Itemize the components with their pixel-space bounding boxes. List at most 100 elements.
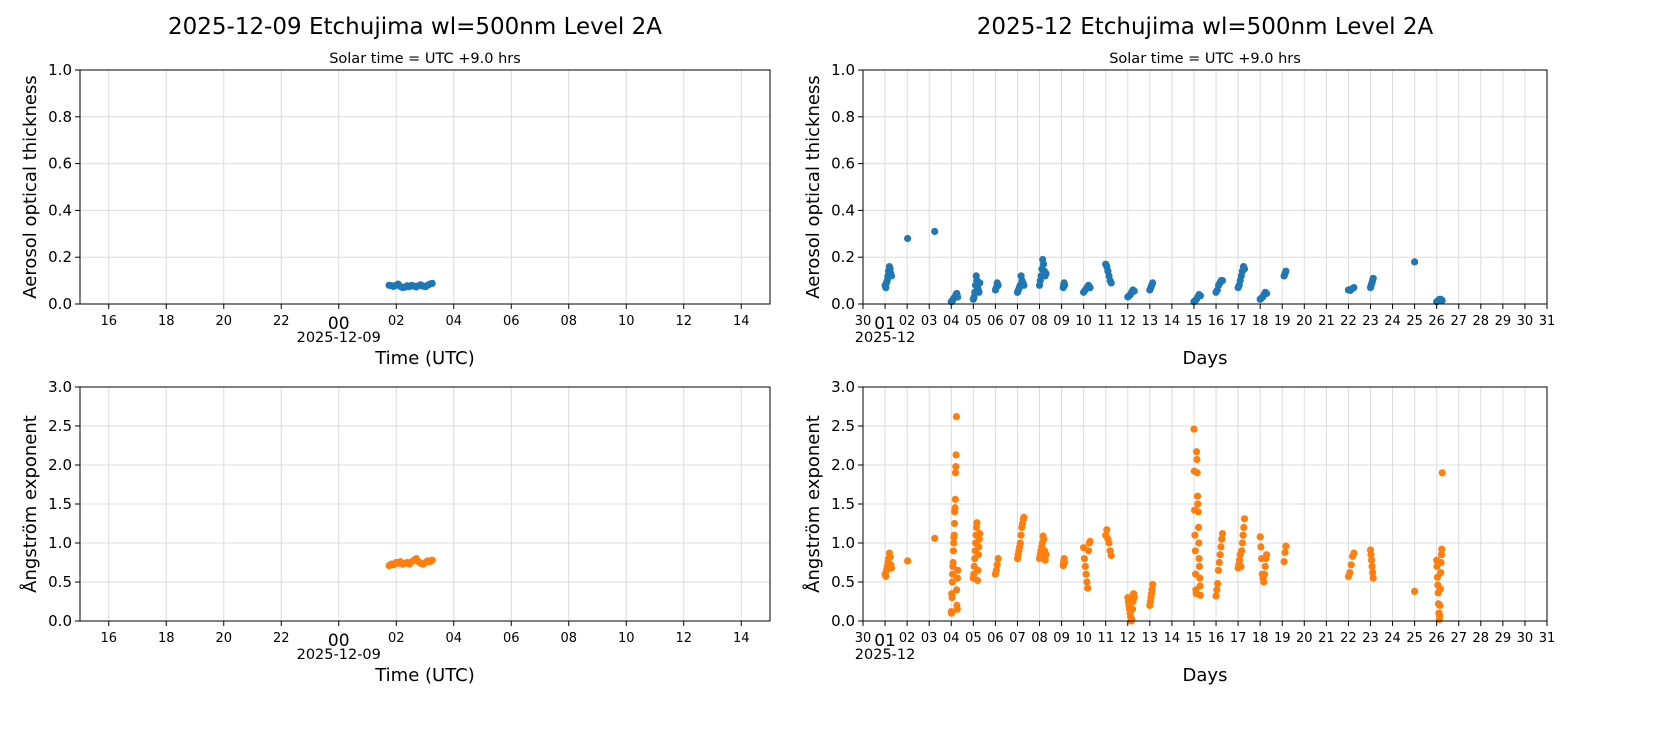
x-tick-label: 02 — [388, 631, 405, 646]
data-point — [1263, 551, 1271, 559]
y-tick-label: 3.0 — [831, 378, 855, 396]
x-tick-label: 30 — [1517, 314, 1534, 329]
data-point — [1369, 574, 1377, 582]
y-tick-label: 2.5 — [48, 417, 72, 435]
data-point — [1368, 562, 1376, 571]
data-point — [1020, 513, 1028, 521]
data-point — [951, 469, 960, 477]
y-tick-label: 3.0 — [48, 378, 72, 396]
y-axis-label: Aerosol optical thickness — [20, 75, 41, 298]
data-point — [1369, 569, 1377, 577]
x-tick-label: 04 — [445, 631, 462, 646]
data-point — [1080, 555, 1088, 563]
y-tick-label: 1.0 — [48, 534, 72, 552]
x-tick-label: 29 — [1495, 314, 1512, 329]
x-tick-date: 2025-12 — [855, 647, 916, 663]
data-point — [1196, 574, 1204, 582]
data-point — [949, 547, 958, 555]
data-point — [1194, 508, 1202, 516]
data-point — [1061, 558, 1069, 567]
y-tick-label: 0.6 — [48, 155, 72, 173]
x-axis-label: Time (UTC) — [374, 348, 475, 369]
data-point — [1438, 296, 1446, 305]
data-point — [975, 288, 983, 296]
data-point — [1195, 555, 1203, 563]
x-tick-label: 12 — [1120, 314, 1137, 329]
x-tick-label: 14 — [733, 631, 750, 646]
x-tick-label: 13 — [1142, 631, 1159, 646]
data-point — [1437, 558, 1445, 567]
x-tick-label: 23 — [1362, 314, 1379, 329]
x-tick-label: 30 — [855, 314, 872, 329]
data-point — [1196, 582, 1204, 590]
data-point — [1017, 531, 1025, 539]
x-tick-label: 02 — [899, 314, 916, 329]
data-point — [1083, 578, 1091, 586]
data-point — [1216, 551, 1224, 559]
data-point — [973, 576, 982, 585]
x-tick-label: 07 — [1009, 314, 1026, 329]
data-point — [993, 561, 1001, 569]
x-tick-label: 02 — [388, 314, 405, 329]
x-tick-label: 17 — [1230, 314, 1247, 329]
x-tick-label: 04 — [445, 314, 462, 329]
data-point — [1260, 570, 1269, 578]
data-point — [974, 566, 982, 574]
data-point — [931, 227, 939, 236]
y-tick-label: 0.4 — [48, 201, 72, 219]
x-tick-label: 05 — [965, 631, 982, 646]
x-tick-label: 08 — [1031, 314, 1048, 329]
data-point — [1193, 469, 1201, 477]
data-point — [1042, 551, 1050, 559]
data-point — [1016, 539, 1024, 547]
data-point — [1191, 531, 1199, 539]
data-point — [1368, 556, 1376, 564]
x-tick-label: 26 — [1428, 314, 1445, 329]
data-point — [976, 530, 984, 538]
x-tick-label: 30 — [1517, 631, 1534, 646]
data-point — [1195, 539, 1203, 547]
data-point — [947, 609, 956, 617]
data-point — [1107, 279, 1115, 287]
x-tick-label: 31 — [1539, 314, 1556, 329]
data-point — [887, 272, 896, 280]
x-tick-label: 17 — [1230, 631, 1247, 646]
y-tick-label: 0.8 — [48, 108, 72, 126]
data-point — [1411, 587, 1419, 596]
data-point — [1041, 556, 1049, 564]
data-point — [953, 605, 961, 613]
x-tick-label: 25 — [1406, 314, 1423, 329]
data-point — [1040, 535, 1048, 543]
data-point — [1130, 287, 1138, 295]
data-point — [1437, 551, 1446, 559]
x-tick-label: 27 — [1450, 631, 1467, 646]
data-point — [952, 413, 961, 421]
data-point — [1215, 558, 1223, 567]
data-point — [1082, 570, 1090, 578]
y-tick-label: 1.0 — [831, 61, 855, 79]
x-tick-label: 28 — [1473, 631, 1490, 646]
data-point — [1238, 547, 1246, 555]
x-tick-label: 16 — [1208, 314, 1225, 329]
x-tick-label: 02 — [899, 631, 916, 646]
data-point — [882, 572, 890, 581]
x-tick-label: 14 — [733, 314, 750, 329]
data-point — [1240, 515, 1249, 523]
data-point — [1263, 289, 1271, 298]
data-point — [951, 495, 959, 503]
data-point — [886, 553, 894, 561]
data-point — [1061, 281, 1069, 289]
y-tick-label: 1.5 — [48, 495, 72, 513]
x-tick-label: 22 — [273, 314, 290, 329]
x-tick-label: 19 — [1274, 314, 1291, 329]
x-tick-label: 05 — [965, 314, 982, 329]
data-point — [1193, 455, 1201, 464]
data-point — [948, 594, 956, 602]
data-point — [949, 558, 957, 567]
data-point — [1039, 260, 1048, 268]
x-tick-label: 11 — [1097, 631, 1114, 646]
data-point — [1214, 566, 1222, 574]
y-tick-label: 0.5 — [48, 573, 72, 591]
x-tick-label: 22 — [1340, 314, 1357, 329]
data-point — [975, 535, 983, 543]
